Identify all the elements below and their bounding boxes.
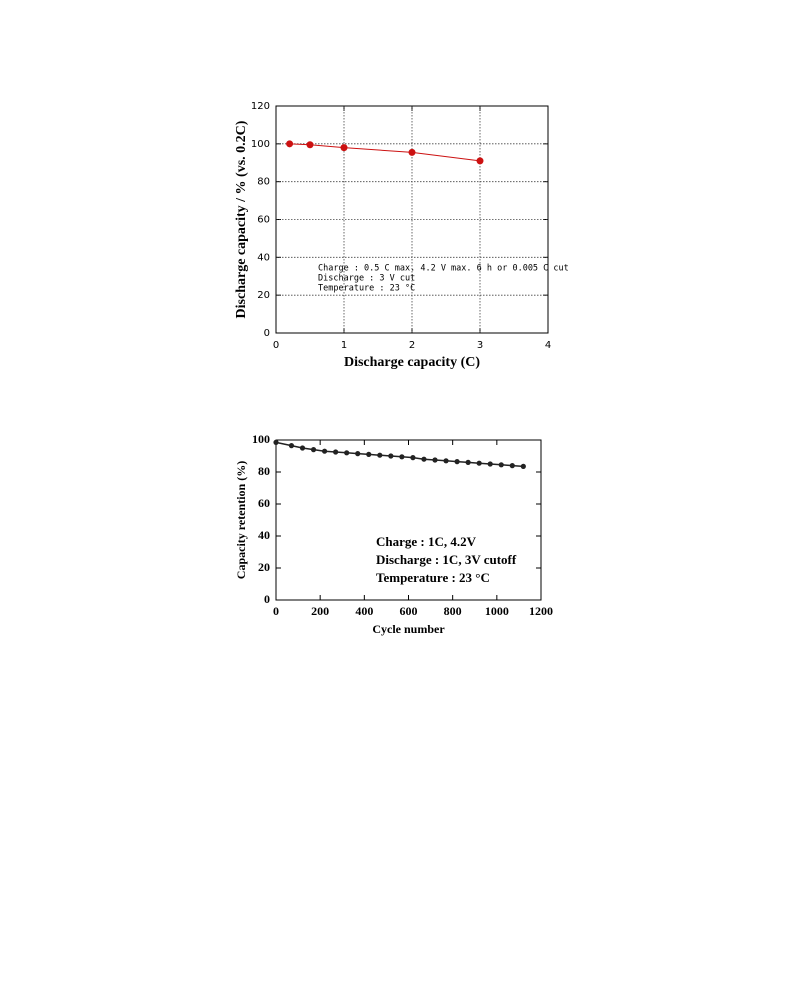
x-tick-label: 400 bbox=[355, 604, 373, 618]
data-point bbox=[408, 148, 416, 156]
data-point bbox=[476, 157, 484, 165]
x-tick-label: 4 bbox=[545, 340, 551, 351]
data-point bbox=[498, 462, 504, 468]
x-tick-label: 1000 bbox=[485, 604, 509, 618]
data-point bbox=[286, 140, 294, 148]
plot-frame bbox=[275, 439, 542, 601]
y-tick-label: 0 bbox=[264, 328, 270, 339]
data-point bbox=[432, 457, 438, 463]
annotation: Temperature : 23 °C bbox=[318, 284, 415, 294]
y-tick-label: 120 bbox=[251, 101, 270, 112]
y-tick-label: 20 bbox=[258, 560, 270, 574]
data-point bbox=[321, 448, 328, 454]
x-tick-label: 2 bbox=[409, 340, 415, 351]
annotation: Discharge : 3 V cut bbox=[318, 274, 415, 284]
data-point bbox=[509, 463, 515, 469]
y-tick-label: 100 bbox=[252, 432, 270, 446]
y-tick-label: 60 bbox=[258, 496, 270, 510]
data-point bbox=[487, 461, 493, 467]
data-point bbox=[366, 451, 372, 457]
x-tick-label: 1200 bbox=[529, 604, 553, 618]
data-point bbox=[443, 458, 449, 464]
annotation: Temperature : 23 °C bbox=[376, 570, 490, 585]
annotation: Charge : 0.5 C max. 4.2 V max. 6 h or 0.… bbox=[318, 264, 569, 274]
data-point bbox=[310, 447, 317, 453]
y-tick-label: 80 bbox=[257, 177, 270, 188]
data-point bbox=[299, 445, 306, 451]
data-point bbox=[388, 453, 394, 459]
x-axis-label: Cycle number bbox=[372, 622, 445, 636]
x-tick-label: 0 bbox=[273, 604, 279, 618]
y-tick-label: 40 bbox=[258, 528, 270, 542]
y-axis-label: Capacity retention (%) bbox=[234, 461, 248, 579]
data-point bbox=[340, 144, 348, 152]
y-tick-label: 60 bbox=[257, 215, 270, 226]
plot-frame bbox=[275, 105, 549, 334]
data-point bbox=[288, 443, 295, 449]
x-tick-label: 600 bbox=[400, 604, 418, 618]
data-point bbox=[377, 452, 383, 458]
y-tick-label: 100 bbox=[251, 139, 270, 150]
y-tick-label: 20 bbox=[257, 290, 270, 301]
y-tick-label: 0 bbox=[264, 592, 270, 606]
y-axis-label: Discharge capacity / % (vs. 0.2C) bbox=[234, 120, 249, 318]
y-tick-label: 80 bbox=[258, 464, 270, 478]
x-tick-label: 1 bbox=[341, 340, 347, 351]
x-axis-label: Discharge capacity (C) bbox=[344, 355, 480, 370]
data-point bbox=[355, 451, 361, 457]
data-point bbox=[454, 459, 460, 465]
x-tick-label: 200 bbox=[311, 604, 329, 618]
data-point bbox=[399, 454, 405, 460]
x-tick-label: 800 bbox=[444, 604, 462, 618]
x-tick-label: 0 bbox=[273, 340, 279, 351]
data-point bbox=[410, 455, 416, 461]
annotation: Charge : 1C, 4.2V bbox=[376, 534, 477, 549]
data-point bbox=[333, 449, 339, 455]
series-line bbox=[289, 143, 481, 162]
data-point bbox=[421, 456, 427, 462]
y-tick-label: 40 bbox=[257, 252, 270, 263]
data-point bbox=[520, 463, 526, 469]
data-point bbox=[306, 141, 314, 149]
data-point bbox=[344, 450, 350, 456]
annotation: Discharge : 1C, 3V cutoff bbox=[376, 552, 517, 567]
data-point bbox=[465, 459, 471, 465]
x-tick-label: 3 bbox=[477, 340, 483, 351]
series-line bbox=[275, 441, 524, 468]
data-point bbox=[476, 460, 482, 466]
data-point bbox=[273, 439, 279, 445]
